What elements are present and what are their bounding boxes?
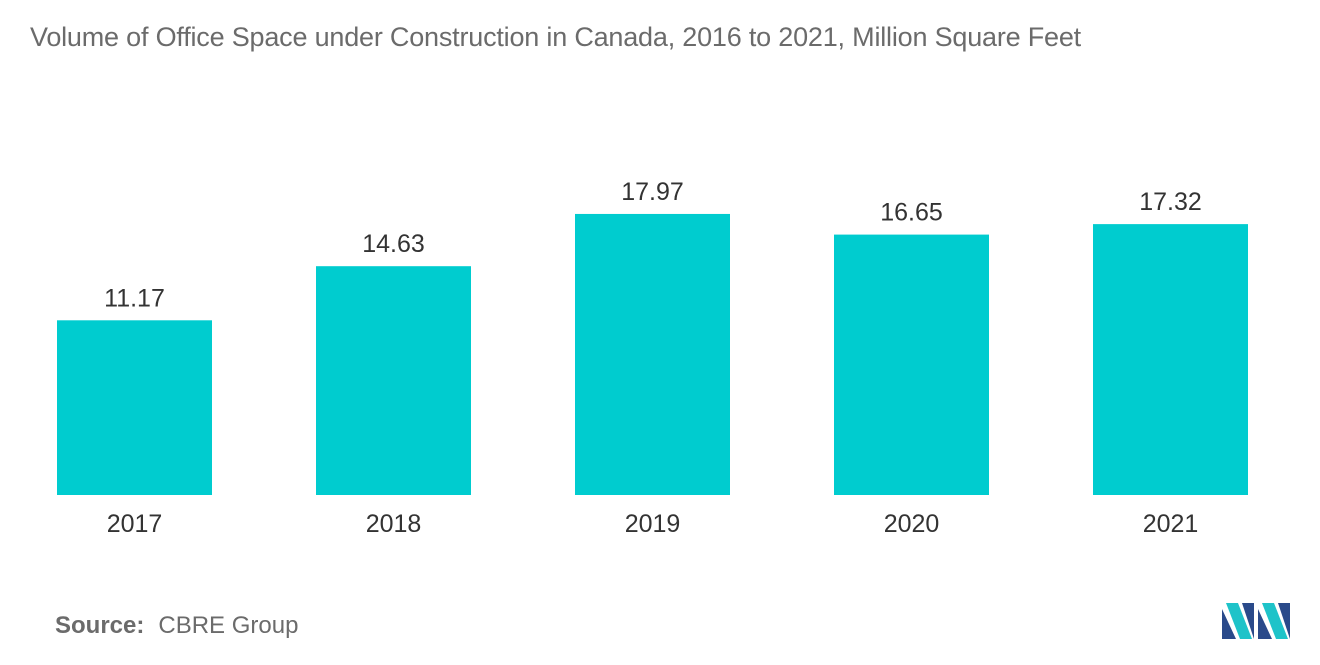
bar-value-label-2019: 17.97 [621,178,684,206]
mordor-intelligence-logo-icon [1222,603,1290,639]
bar-value-label-2020: 16.65 [880,199,943,227]
bars-layer: 11.17 2017 14.63 2018 17.97 2019 16.65 2020 17.3… [57,178,1248,538]
bar-value-label-2018: 14.63 [362,230,425,258]
bar-value-label-2021: 17.32 [1139,188,1202,216]
source-note: Source: CBRE Group [55,612,298,640]
bar-2021 [1093,224,1248,495]
x-tick-label-2020: 2020 [884,510,940,538]
bar-chart: 11.17 2017 14.63 2018 17.97 2019 16.65 2020 17.3… [57,178,1248,538]
source-value: CBRE Group [158,612,299,639]
bar-value-label-2017: 11.17 [104,284,165,312]
x-tick-label-2021: 2021 [1143,510,1199,538]
bar-2020 [834,234,989,495]
bar-2019 [575,213,730,495]
x-tick-label-2017: 2017 [107,510,163,538]
chart-title: Volume of Office Space under Constructio… [30,22,1081,52]
x-tick-label-2019: 2019 [625,510,681,538]
source-label: Source: [55,612,145,639]
bar-2018 [316,266,471,495]
x-tick-label-2018: 2018 [366,510,422,538]
bar-2017 [57,320,212,495]
